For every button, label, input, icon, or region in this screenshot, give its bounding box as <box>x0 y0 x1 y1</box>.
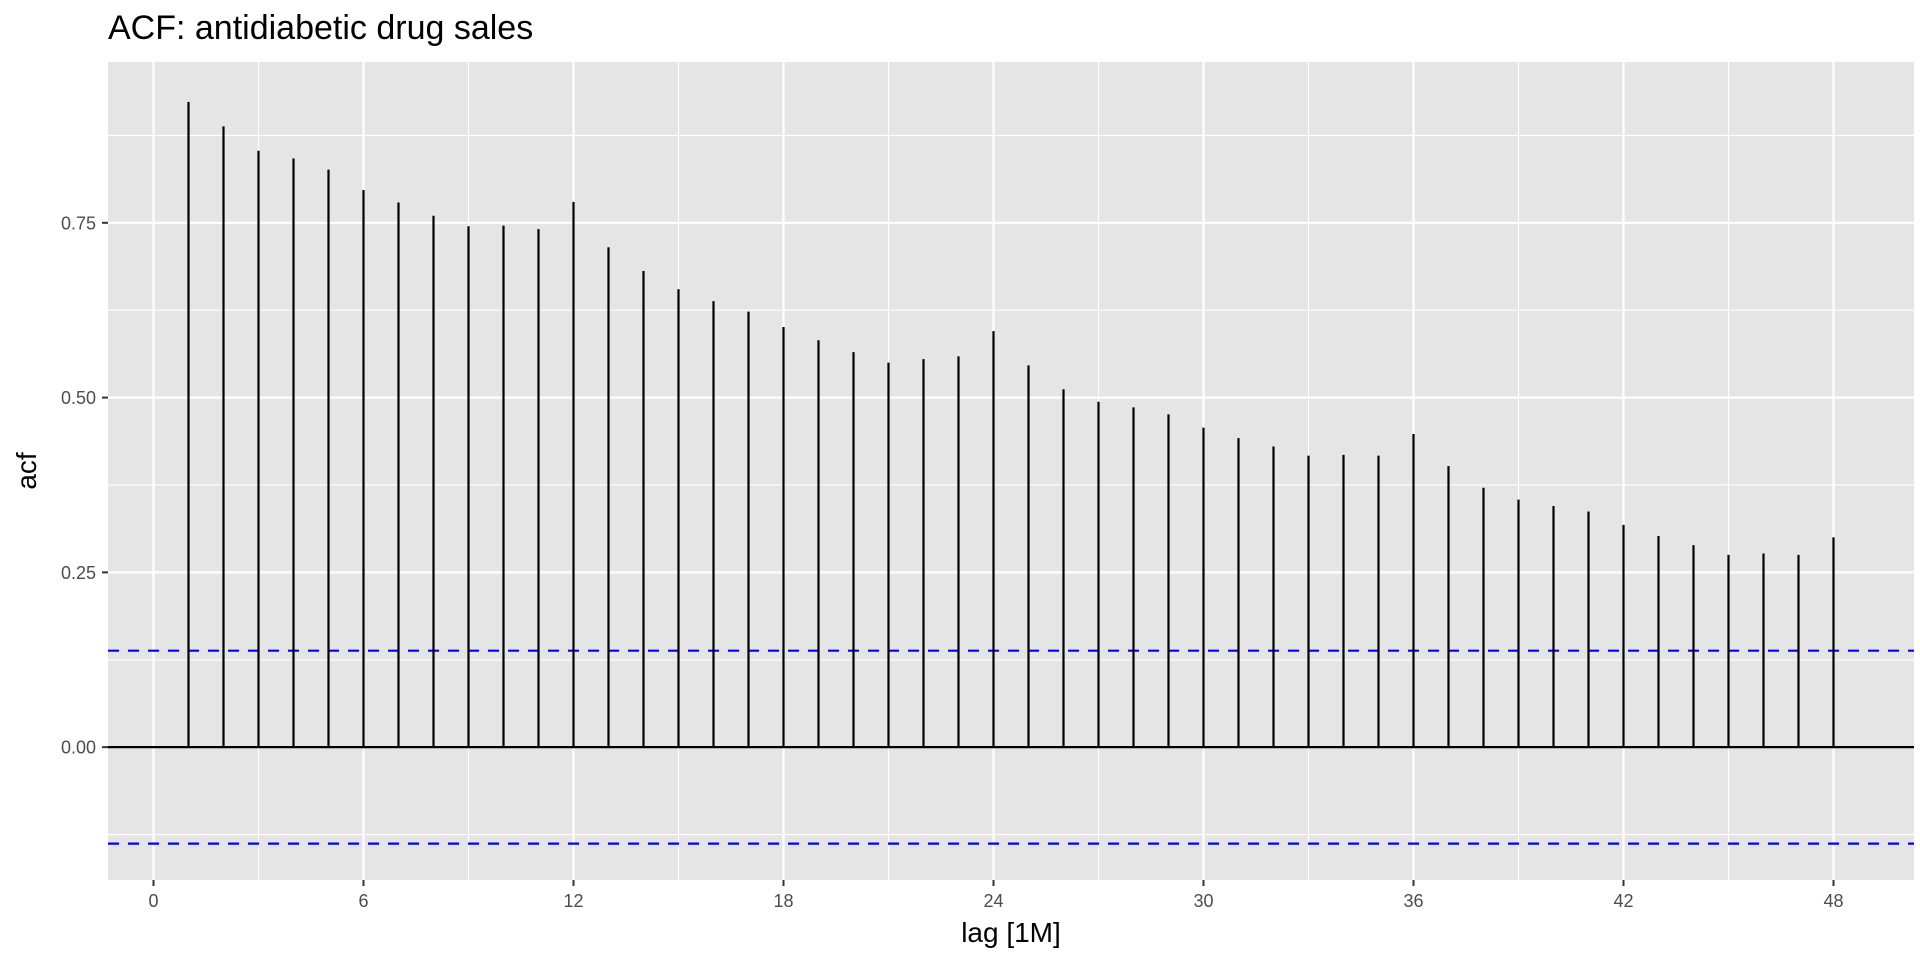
x-axis-title: lag [1M] <box>961 917 1061 948</box>
y-axis: 0.00 0.25 0.50 0.75 <box>61 213 108 758</box>
x-tick-label: 18 <box>773 891 793 911</box>
x-axis: 0 6 12 18 24 30 36 42 48 <box>148 880 1844 911</box>
x-tick-label: 36 <box>1403 891 1423 911</box>
y-axis-title: acf <box>11 452 42 490</box>
y-tick-label: 0.75 <box>61 213 96 233</box>
plot-panel <box>108 62 1914 880</box>
y-tick-label: 0.25 <box>61 563 96 583</box>
x-tick-label: 12 <box>563 891 583 911</box>
confidence-bounds <box>108 649 1914 845</box>
x-tick-label: 30 <box>1193 891 1213 911</box>
acf-bars <box>187 101 1835 748</box>
x-tick-label: 6 <box>358 891 368 911</box>
x-tick-label: 42 <box>1613 891 1633 911</box>
y-tick-label: 0.50 <box>61 388 96 408</box>
y-tick-label: 0.00 <box>61 738 96 758</box>
chart-title: ACF: antidiabetic drug sales <box>108 9 533 47</box>
x-tick-label: 48 <box>1823 891 1843 911</box>
x-tick-label: 24 <box>983 891 1003 911</box>
x-tick-label: 0 <box>148 891 158 911</box>
